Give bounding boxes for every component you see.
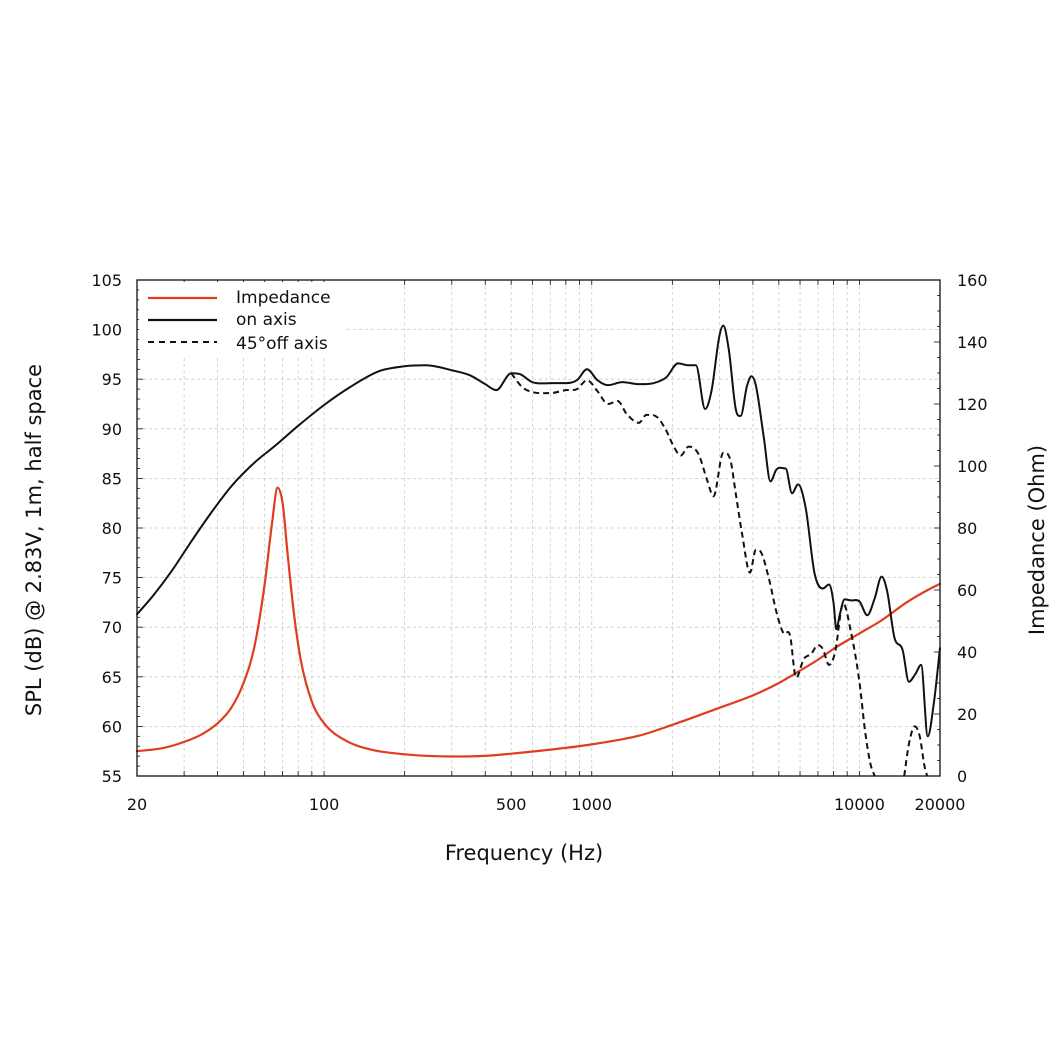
y2-tick-label: 100: [957, 457, 988, 476]
x-tick-label: 20: [127, 795, 147, 814]
y2-tick-label: 60: [957, 581, 977, 600]
y2-tick-label: 20: [957, 705, 977, 724]
legend-label-off-axis: 45°off axis: [236, 334, 328, 354]
y2-tick-label: 0: [957, 767, 967, 786]
series-lines: [135, 324, 942, 777]
x-axis-title: Frequency (Hz): [445, 841, 603, 865]
y2-tick-label: 140: [957, 333, 988, 352]
y-tick-label: 60: [102, 717, 122, 736]
y2-tick-label: 40: [957, 643, 977, 662]
series-impedance-line: [135, 486, 942, 758]
y-tick-label: 55: [102, 767, 122, 786]
y-tick-label: 65: [102, 668, 122, 687]
x-tick-label: 100: [309, 795, 340, 814]
y2-tick-label: 160: [957, 271, 988, 290]
series-45-off-axis-tail-line: [903, 725, 929, 777]
y-tick-label: 70: [102, 618, 122, 637]
y2-axis-title: Impedance (Ohm): [1025, 445, 1049, 635]
x-tick-label: 1000: [571, 795, 612, 814]
y-tick-label: 100: [91, 321, 122, 340]
y-tick-label: 80: [102, 519, 122, 538]
y-tick-label: 105: [91, 271, 122, 290]
y-tick-label: 85: [102, 469, 122, 488]
y2-tick-label: 120: [957, 395, 988, 414]
y-tick-label: 75: [102, 569, 122, 588]
series-on-axis-line: [136, 324, 941, 738]
legend-label-on-axis: on axis: [236, 310, 297, 330]
y-tick-label: 95: [102, 370, 122, 389]
y-axis-title: SPL (dB) @ 2.83V, 1m, half space: [22, 364, 46, 716]
x-tick-label: 500: [496, 795, 527, 814]
axis-ticks: [137, 279, 940, 777]
x-tick-label: 10000: [834, 795, 885, 814]
legend-label-impedance: Impedance: [236, 288, 331, 308]
tick-labels: 20 100 500 1000 10000 20000556065707580859095…: [91, 271, 987, 814]
y-tick-label: 90: [102, 420, 122, 439]
x-tick-label: 20000: [915, 795, 966, 814]
legend: Impedance on axis 45°off axis: [139, 282, 346, 358]
y2-tick-label: 80: [957, 519, 977, 538]
